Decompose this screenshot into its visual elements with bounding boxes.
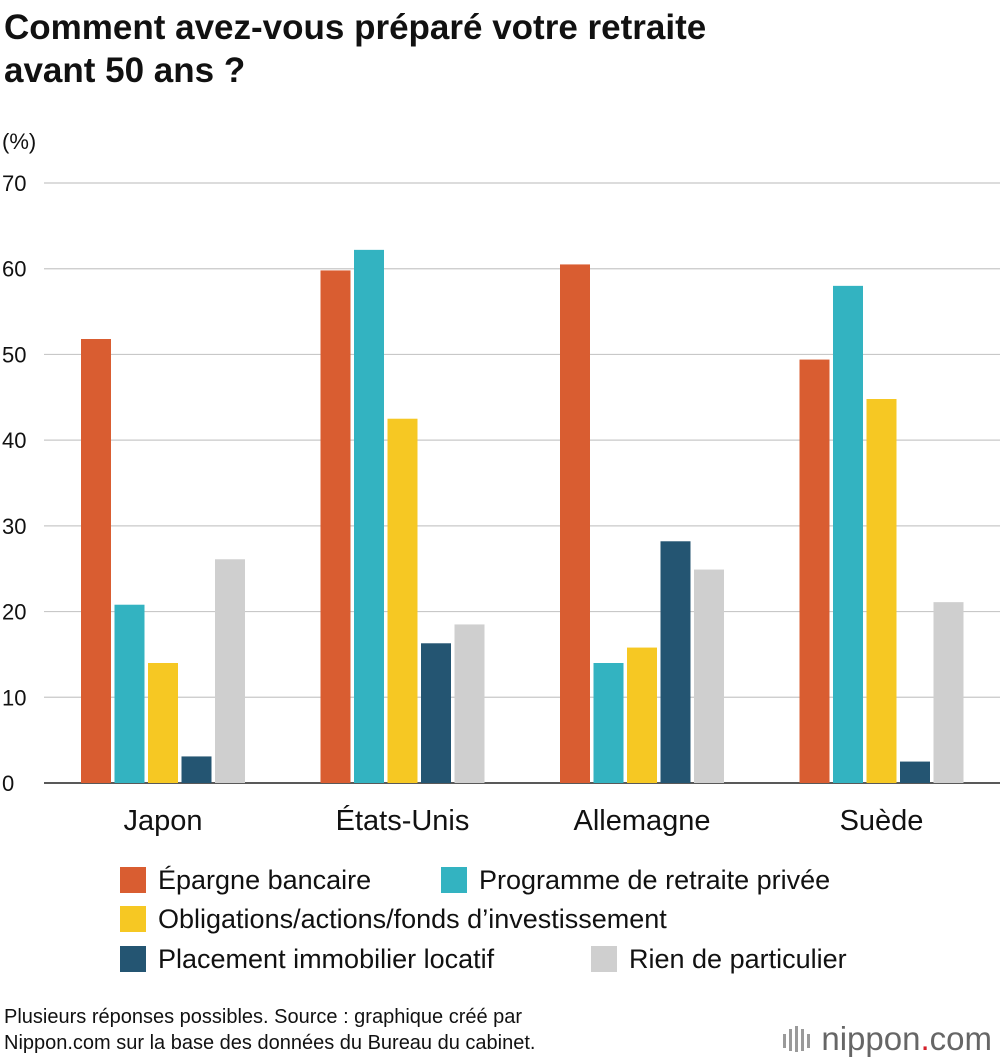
legend-label-programme: Programme de retraite privée <box>479 864 831 895</box>
legend-label-placement: Placement immobilier locatif <box>158 943 495 974</box>
legend-label-rien: Rien de particulier <box>629 943 847 974</box>
source-note: Plusieurs réponses possibles. Source : g… <box>4 1004 724 1056</box>
x-category-label: Suède <box>840 805 924 837</box>
y-axis-unit-label: (%) <box>2 129 36 154</box>
x-category-label: Allemagne <box>573 805 710 837</box>
y-tick-label: 40 <box>2 428 26 453</box>
bar-4-category-2 <box>421 643 451 783</box>
bar-4-category-3 <box>660 541 691 783</box>
bar-2-category-2 <box>354 249 384 783</box>
x-category-label: États-Unis <box>336 804 470 837</box>
legend-item-obligations: Obligations/actions/fonds d’investisseme… <box>120 902 667 936</box>
title-line-1: Comment avez-vous préparé votre retraite <box>4 8 707 47</box>
bar-5-category-4 <box>933 602 964 783</box>
legend-swatch-epargne <box>120 867 146 893</box>
nippon-fan-logo-icon <box>783 1024 811 1054</box>
y-tick-label: 70 <box>2 171 26 196</box>
bar-5-category-3 <box>694 569 724 783</box>
bar-3-category-1 <box>148 663 178 783</box>
x-category-label: Japon <box>123 805 202 837</box>
bar-5-category-1 <box>215 559 245 783</box>
legend-item-placement: Placement immobilier locatif <box>120 942 494 976</box>
source-note-line-2: Nippon.com sur la base des données du Bu… <box>4 1032 536 1054</box>
legend-swatch-obligations <box>120 906 146 932</box>
title-line-2: avant 50 ans ? <box>4 51 246 90</box>
y-tick-label: 0 <box>2 771 14 796</box>
bar-1-category-2 <box>320 270 351 783</box>
bar-1-category-1 <box>81 339 111 783</box>
bar-3-category-4 <box>866 399 897 783</box>
legend-swatch-rien <box>591 946 617 972</box>
legend-item-epargne: Épargne bancaire <box>120 863 371 897</box>
bar-1-category-4 <box>799 359 830 783</box>
legend-label-epargne: Épargne bancaire <box>158 864 372 895</box>
legend-swatch-programme <box>441 867 467 893</box>
y-tick-label: 30 <box>2 514 26 539</box>
logo-wordmark: nippon <box>821 1020 921 1057</box>
legend-label-obligations: Obligations/actions/fonds d’investisseme… <box>158 903 667 934</box>
y-tick-label: 20 <box>2 600 26 625</box>
bar-4-category-1 <box>181 756 212 783</box>
source-note-line-1: Plusieurs réponses possibles. Source : g… <box>4 1006 523 1028</box>
bar-1-category-3 <box>560 264 590 783</box>
nippon-logo: nippon. com <box>783 1020 992 1058</box>
logo-suffix: com <box>929 1020 992 1057</box>
bar-4-category-4 <box>900 761 930 783</box>
y-tick-label: 50 <box>2 342 26 367</box>
legend-item-rien: Rien de particulier <box>591 942 847 976</box>
chart-title: Comment avez-vous préparé votre retraite… <box>4 6 904 92</box>
bar-2-category-4 <box>833 285 863 783</box>
bar-2-category-1 <box>114 604 145 783</box>
bar-3-category-2 <box>387 418 418 783</box>
legend-swatch-placement <box>120 946 146 972</box>
bar-3-category-3 <box>627 647 657 783</box>
bar-2-category-3 <box>593 663 624 783</box>
bar-chart: (%) 0 10 20 30 40 50 60 70 Japon États-Unis Allemag… <box>2 129 1000 837</box>
bar-5-category-2 <box>454 624 485 783</box>
logo-dot: . <box>920 1020 930 1057</box>
legend-item-programme: Programme de retraite privée <box>441 863 830 897</box>
y-tick-label: 60 <box>2 257 26 282</box>
y-tick-label: 10 <box>2 685 26 710</box>
